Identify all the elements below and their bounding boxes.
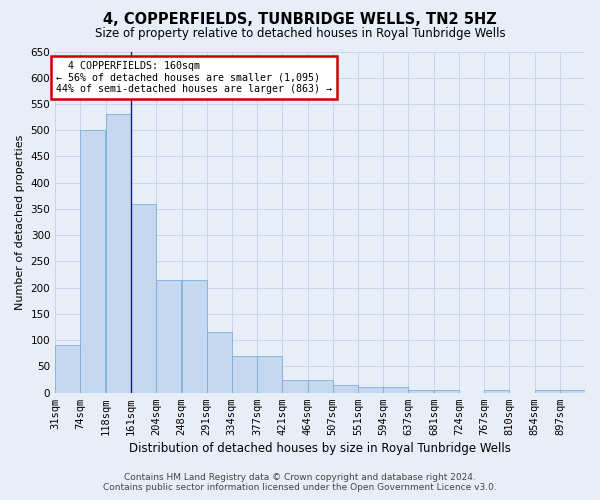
Bar bbox=[409, 390, 433, 392]
Bar bbox=[383, 388, 409, 392]
Bar bbox=[434, 390, 459, 392]
X-axis label: Distribution of detached houses by size in Royal Tunbridge Wells: Distribution of detached houses by size … bbox=[129, 442, 511, 455]
Bar bbox=[131, 204, 156, 392]
Bar bbox=[560, 390, 585, 392]
Text: 4 COPPERFIELDS: 160sqm
← 56% of detached houses are smaller (1,095)
44% of semi-: 4 COPPERFIELDS: 160sqm ← 56% of detached… bbox=[56, 61, 332, 94]
Bar bbox=[332, 385, 358, 392]
Bar bbox=[80, 130, 105, 392]
Bar bbox=[207, 332, 232, 392]
Bar bbox=[283, 380, 308, 392]
Bar bbox=[484, 390, 509, 392]
Bar bbox=[232, 356, 257, 393]
Text: 4, COPPERFIELDS, TUNBRIDGE WELLS, TN2 5HZ: 4, COPPERFIELDS, TUNBRIDGE WELLS, TN2 5H… bbox=[103, 12, 497, 28]
Text: Size of property relative to detached houses in Royal Tunbridge Wells: Size of property relative to detached ho… bbox=[95, 28, 505, 40]
Bar bbox=[182, 280, 207, 392]
Bar bbox=[55, 346, 80, 393]
Bar bbox=[535, 390, 560, 392]
Bar bbox=[358, 388, 383, 392]
Y-axis label: Number of detached properties: Number of detached properties bbox=[15, 134, 25, 310]
Bar bbox=[308, 380, 332, 392]
Bar bbox=[156, 280, 181, 392]
Text: Contains HM Land Registry data © Crown copyright and database right 2024.
Contai: Contains HM Land Registry data © Crown c… bbox=[103, 473, 497, 492]
Bar bbox=[106, 114, 131, 392]
Bar bbox=[257, 356, 282, 393]
